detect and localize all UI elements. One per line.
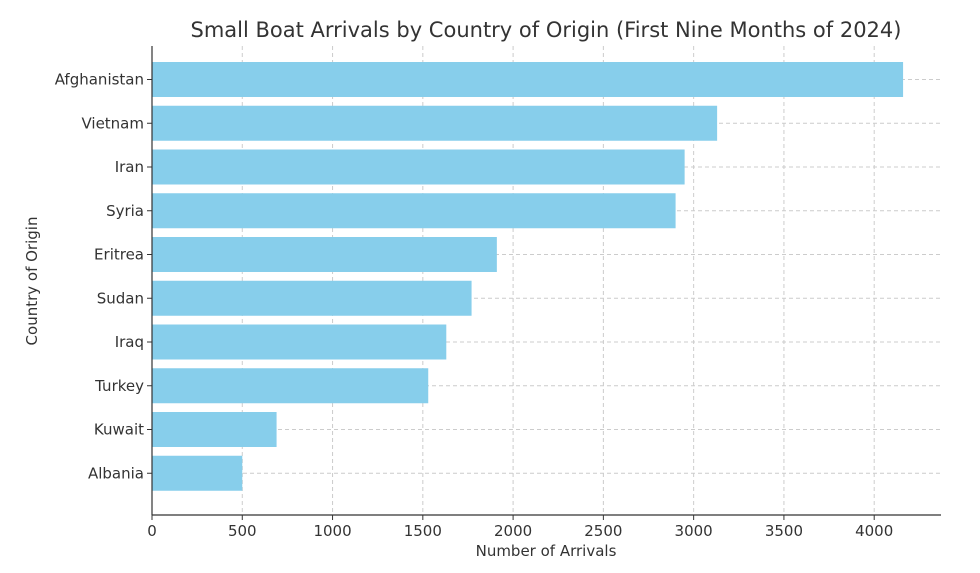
y-tick-label: Syria bbox=[106, 202, 144, 220]
y-tick-label: Iraq bbox=[115, 333, 144, 351]
x-tick-label: 0 bbox=[147, 522, 157, 540]
x-tick-label: 4000 bbox=[855, 522, 893, 540]
y-tick-label: Afghanistan bbox=[55, 71, 144, 89]
bar-afghanistan bbox=[152, 62, 904, 97]
x-axis-label: Number of Arrivals bbox=[476, 542, 617, 560]
bar-kuwait bbox=[152, 412, 277, 447]
y-axis-label: Country of Origin bbox=[23, 217, 41, 346]
bar-iraq bbox=[152, 324, 447, 360]
bar-sudan bbox=[152, 280, 472, 316]
x-tick-label: 3500 bbox=[765, 522, 803, 540]
bar-syria bbox=[152, 193, 676, 229]
y-tick-label: Sudan bbox=[97, 289, 144, 307]
x-tick-label: 1000 bbox=[313, 522, 351, 540]
bar-eritrea bbox=[152, 237, 497, 272]
x-tick-label: 500 bbox=[228, 522, 257, 540]
bar-iran bbox=[152, 149, 685, 185]
chart-title: Small Boat Arrivals by Country of Origin… bbox=[191, 18, 902, 42]
x-tick-label: 2000 bbox=[494, 522, 532, 540]
y-tick-label: Iran bbox=[115, 158, 144, 176]
y-tick-label: Kuwait bbox=[94, 421, 144, 439]
x-tick-label: 1500 bbox=[404, 522, 442, 540]
x-tick-label: 2500 bbox=[584, 522, 622, 540]
y-tick-label: Eritrea bbox=[94, 246, 144, 264]
bar-vietnam bbox=[152, 105, 718, 141]
axes: 0 500 1000 1500 2000 2500 3000 3500 4000 Afghanis… bbox=[55, 46, 941, 540]
y-tick-label: Vietnam bbox=[81, 114, 144, 132]
y-tick-label: Turkey bbox=[94, 377, 144, 395]
bar-turkey bbox=[152, 368, 429, 404]
bars bbox=[152, 62, 904, 491]
bar-albania bbox=[152, 455, 243, 491]
x-tick-label: 3000 bbox=[675, 522, 713, 540]
y-tick-label: Albania bbox=[88, 464, 144, 482]
